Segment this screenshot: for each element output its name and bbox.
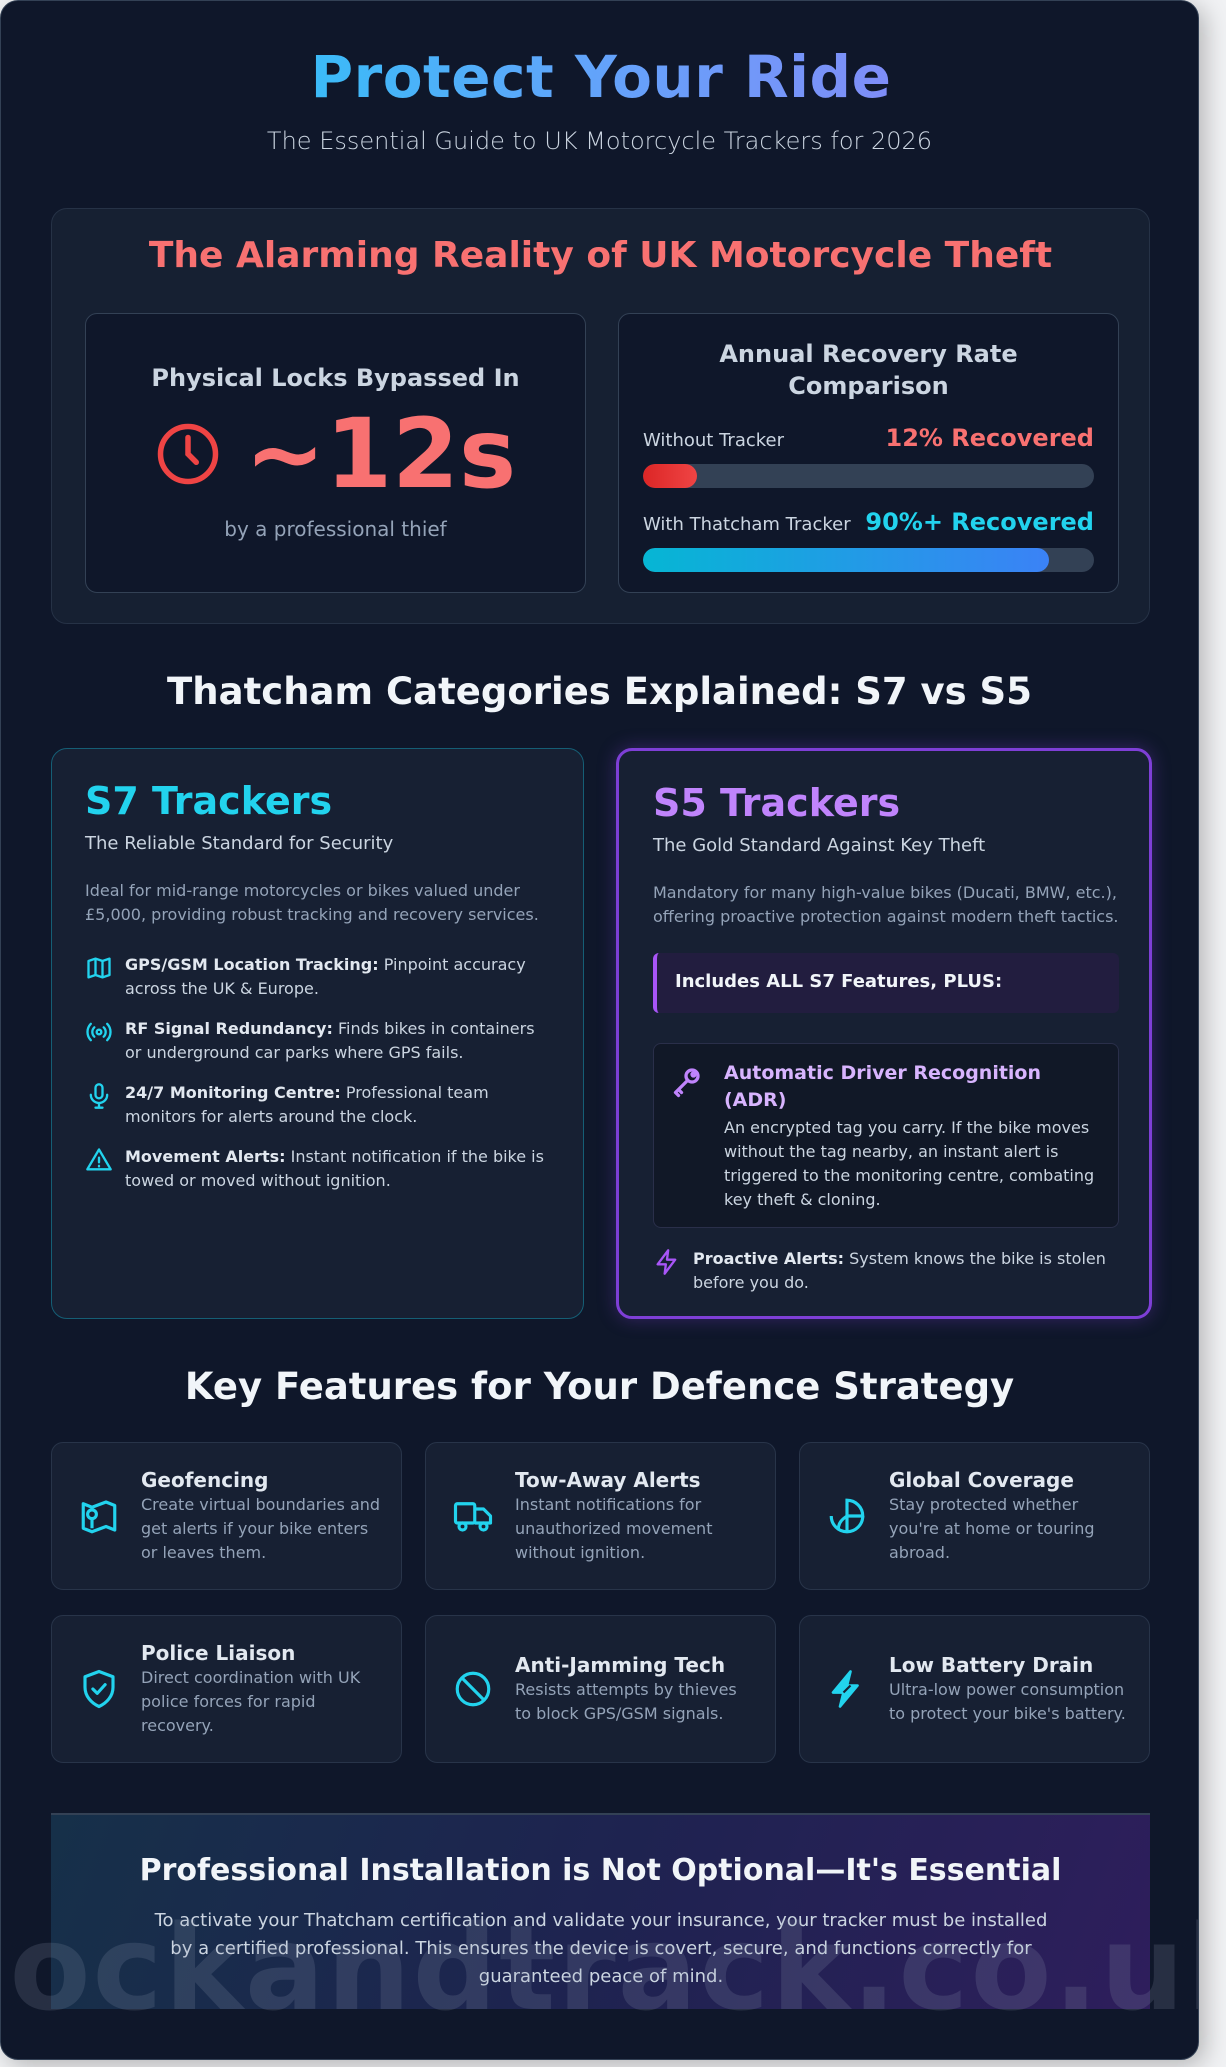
installation-title: Professional Installation is Not Optiona… [139,1853,1062,1888]
feature-card-title: Tow-Away Alerts [515,1468,701,1492]
feature-title: Proactive Alerts: [693,1249,845,1268]
lock-bypass-footnote: by a professional thief [224,517,447,541]
theft-reality-section: The Alarming Reality of UK Motorcycle Th… [51,208,1150,624]
battery-bolt-icon [831,1670,859,1708]
page-title: Protect Your Ride [291,43,911,111]
feature-card-title: Low Battery Drain [889,1653,1094,1677]
s7-tagline: The Reliable Standard for Security [85,833,394,854]
recovery-rate-title: Annual Recovery Rate Comparison [619,338,1118,402]
recovery-row-value: 12% Recovered [885,424,1095,452]
feature-card-title: Geofencing [141,1468,269,1492]
recovery-row-with-tracker: With Thatcham Tracker 90%+ Recovered [643,508,1094,572]
feature-card-title: Police Liaison [141,1641,296,1665]
lock-bypass-value: ~12s [244,398,517,510]
s7-tracker-card: S7 Trackers The Reliable Standard for Se… [51,748,584,1319]
recovery-rate-card: Annual Recovery Rate Comparison Without … [618,313,1119,593]
recovery-row-without-tracker: Without Tracker 12% Recovered [643,424,1094,488]
key-features-title: Key Features for Your Defence Strategy [184,1365,1015,1408]
adr-title: Automatic Driver Recognition (ADR) [724,1062,1042,1111]
list-item: 24/7 Monitoring Centre: Professional tea… [85,1081,555,1129]
microphone-icon [89,1083,109,1109]
globe-icon [829,1498,865,1534]
list-item: GPS/GSM Location Tracking: Pinpoint accu… [85,953,555,1001]
infographic-page: Protect Your Ride The Essential Guide to… [0,0,1199,2060]
progress-fill [643,548,1049,572]
s5-tracker-card: S5 Trackers The Gold Standard Against Ke… [616,748,1152,1319]
feature-card-low-battery: Low Battery Drain Ultra-low power consump… [799,1615,1150,1763]
feature-text: Finds bikes in containers or underground… [125,1019,535,1062]
map-pin-icon [81,1500,117,1534]
theft-section-title: The Alarming Reality of UK Motorcycle Th… [148,235,1053,276]
feature-card-title: Anti-Jamming Tech [515,1653,726,1677]
recovery-title-line2: Comparison [788,372,949,400]
progress-fill [643,464,698,488]
feature-card-text: Instant notifications for unauthorized m… [515,1495,713,1562]
feature-card-global-coverage: Global Coverage Stay protected whether yo… [799,1442,1150,1590]
list-item: Proactive Alerts: System knows the bike … [653,1247,1123,1295]
recovery-row-label: Without Tracker [643,430,785,451]
feature-card-anti-jamming: Anti-Jamming Tech Resists attempts by thi… [425,1615,776,1763]
feature-card-text: Stay protected whether you're at home or… [889,1495,1095,1562]
includes-s7-banner: Includes ALL S7 Features, PLUS: [653,953,1119,1013]
ban-icon [455,1671,491,1707]
installation-callout: Professional Installation is Not Optiona… [51,1813,1150,2009]
adr-feature-box: Automatic Driver Recognition (ADR) An en… [653,1043,1119,1228]
feature-text: Pinpoint accuracy across the UK & Europe… [125,955,526,998]
recovery-row-label: With Thatcham Tracker [643,514,851,535]
feature-card-text: Ultra-low power consumption to protect y… [889,1680,1126,1723]
signal-broadcast-icon [86,1022,112,1042]
feature-text: System knows the bike is stolen before y… [693,1249,1106,1292]
installation-text: To activate your Thatcham certification … [154,1910,1048,1987]
categories-section-title: Thatcham Categories Explained: S7 vs S5 [167,670,1032,713]
map-icon [87,957,111,979]
clock-icon [157,423,219,485]
feature-card-geofencing: Geofencing Create virtual boundaries and … [51,1442,402,1590]
feature-text: Professional team monitors for alerts ar… [125,1083,489,1126]
shield-check-icon [83,1669,115,1709]
warning-triangle-icon [86,1148,112,1171]
feature-card-text: Resists attempts by thieves to block GPS… [515,1680,737,1723]
s5-description: Mandatory for many high-value bikes (Duc… [653,883,1119,926]
page-subtitle: The Essential Guide to UK Motorcycle Tra… [266,127,933,155]
feature-title: Movement Alerts: [125,1147,286,1166]
list-item: RF Signal Redundancy: Finds bikes in con… [85,1017,555,1065]
feature-card-police-liaison: Police Liaison Direct coordination with U… [51,1615,402,1763]
progress-track [643,548,1094,572]
feature-title: 24/7 Monitoring Centre: [125,1083,341,1102]
s5-title: S5 Trackers [653,781,901,825]
lock-bypass-value-row: ~12s [86,406,585,502]
list-item: Movement Alerts: Instant notification if… [85,1145,555,1193]
feature-card-title: Global Coverage [889,1468,1074,1492]
lock-bypass-stat-card: Physical Locks Bypassed In ~12s by a pro… [85,313,586,593]
feature-card-text: Create virtual boundaries and get alerts… [141,1495,381,1562]
feature-title: RF Signal Redundancy: [125,1019,333,1038]
adr-description: An encrypted tag you carry. If the bike … [724,1118,1095,1209]
key-icon [673,1068,700,1098]
truck-icon [453,1502,493,1532]
s7-feature-list: GPS/GSM Location Tracking: Pinpoint accu… [85,953,555,1209]
lightning-icon [656,1249,677,1275]
recovery-row-value: 90%+ Recovered [865,508,1094,536]
feature-title: GPS/GSM Location Tracking: [125,955,379,974]
feature-card-tow-away: Tow-Away Alerts Instant notifications for… [425,1442,776,1590]
feature-card-text: Direct coordination with UK police force… [141,1668,361,1735]
s7-title: S7 Trackers [85,779,333,823]
s7-description: Ideal for mid-range motorcycles or bikes… [85,881,539,924]
feature-text: Instant notification if the bike is towe… [125,1147,544,1190]
recovery-title-line1: Annual Recovery Rate [719,340,1018,368]
lock-bypass-label: Physical Locks Bypassed In [151,364,520,392]
s5-tagline: The Gold Standard Against Key Theft [653,835,986,856]
progress-track [643,464,1094,488]
